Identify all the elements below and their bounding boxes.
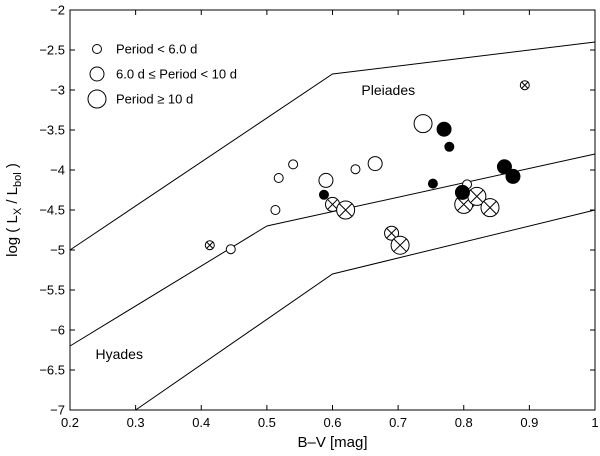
region-label: Pleiades (361, 82, 415, 98)
y-label-part: log ( L (4, 215, 21, 257)
data-point-filled-medium (454, 184, 470, 200)
region-labels: Pleiades Hyades (95, 82, 415, 362)
y-tick-label: −2.5 (39, 43, 65, 58)
data-point-crossed-large (336, 200, 356, 220)
data-point-crossed-small (519, 80, 530, 91)
y-tick-label: −5 (50, 243, 65, 258)
y-tick-label: −6 (50, 323, 65, 338)
data-point-filled-medium (436, 121, 452, 137)
data-point-crossed-large (390, 235, 410, 255)
x-tick-label: 0.5 (258, 415, 276, 430)
x-tick-label: 0.2 (61, 415, 79, 430)
data-points (204, 80, 530, 255)
data-point-open-small (225, 244, 236, 255)
legend-marker-large (87, 89, 107, 109)
y-tick-label: −7 (50, 403, 65, 418)
y-label-sub-bol: bol (12, 172, 24, 187)
y-label-end: ) (4, 163, 21, 172)
data-point-crossed-small (204, 240, 215, 251)
data-point-open-medium (318, 172, 334, 188)
boundary-line-middle (69, 153, 596, 347)
data-point-crossed-large (480, 198, 500, 218)
data-point-open-large (413, 114, 433, 134)
data-point-filled-small (444, 141, 455, 152)
legend-entry-label: Period ≥ 10 d (116, 92, 193, 107)
data-point-filled-medium (496, 159, 512, 175)
x-tick-label: 0.3 (127, 415, 145, 430)
boundary-line-upper (69, 41, 596, 251)
x-tick-label: 0.8 (455, 415, 473, 430)
x-tick-label: 1 (591, 415, 598, 430)
boundary-line-lower (135, 209, 596, 411)
data-point-open-small (270, 205, 281, 215)
x-axis-label: B–V [mag] (297, 434, 367, 451)
y-label-sub-x: X (12, 207, 24, 215)
legend-entry-label: 6.0 d ≤ Period < 10 d (116, 67, 237, 82)
y-tick-label: −6.5 (39, 363, 65, 378)
x-tick-label: 0.6 (323, 415, 341, 430)
legend-entry-label: Period < 6.0 d (116, 42, 197, 57)
y-label-mid: / L (4, 187, 21, 208)
data-point-open-small (273, 173, 284, 183)
boundary-lines (69, 41, 596, 411)
data-point-open-medium (367, 156, 383, 172)
y-tick-label: −3.5 (39, 123, 65, 138)
region-label: Hyades (95, 346, 142, 362)
x-tick-label: 0.9 (520, 415, 538, 430)
x-tick-label: 0.7 (389, 415, 407, 430)
data-point-open-small (350, 164, 361, 175)
y-tick-label: −2 (50, 3, 65, 18)
data-point-open-small (288, 159, 299, 170)
data-point-filled-small (427, 178, 438, 189)
data-point-crossed-medium (384, 225, 400, 241)
y-axis-label: log ( LX / Lbol ) (4, 163, 24, 257)
legend-marker-small (92, 44, 102, 54)
data-point-filled-small (318, 189, 329, 200)
data-point-filled-medium (505, 168, 521, 184)
legend: Period < 6.0 d 6.0 d ≤ Period < 10 d Perio… (87, 42, 237, 109)
legend-marker-medium (89, 66, 105, 82)
axis-ticks: 0.2 0.3 0.4 0.5 0.6 0.7 0.8 0.9 1 −2 −2.5 −3 −3.5 −4 −… (39, 3, 598, 431)
x-tick-label: 0.4 (192, 415, 210, 430)
y-tick-label: −5.5 (39, 283, 65, 298)
y-tick-label: −4.5 (39, 203, 65, 218)
y-tick-label: −3 (50, 83, 65, 98)
y-tick-label: −4 (50, 163, 65, 178)
